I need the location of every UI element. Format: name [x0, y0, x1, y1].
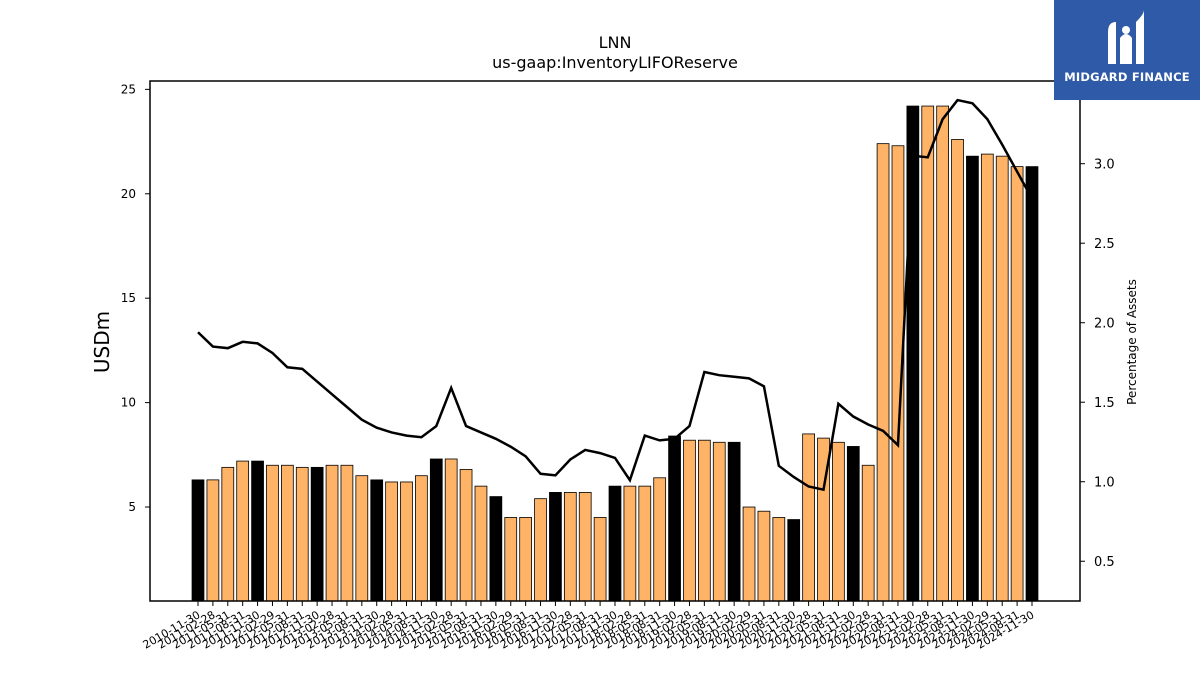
bar — [504, 517, 518, 602]
bar — [549, 492, 562, 602]
bar — [608, 485, 622, 602]
bar — [191, 479, 205, 602]
bar — [415, 475, 428, 602]
bar — [623, 485, 637, 602]
percentage-line — [197, 98, 1034, 492]
y2-tick-label: 2.0 — [1094, 317, 1115, 332]
y-axis-ticks: 5 10 15 20 25 — [121, 82, 150, 514]
bar — [683, 439, 696, 602]
bar — [280, 464, 294, 602]
bar — [966, 155, 979, 602]
bar — [400, 481, 413, 602]
brand-logo: MIDGARD FINANCE — [1054, 0, 1200, 100]
bar — [668, 435, 681, 602]
bar — [266, 464, 279, 602]
bar — [772, 517, 786, 602]
bar — [444, 458, 458, 602]
bar — [593, 517, 607, 602]
bar — [846, 446, 860, 602]
y-axis-label: USDm — [90, 311, 114, 373]
y2-axis-label: Percentage of Assets — [1125, 279, 1139, 405]
chart-subtitle: us-gaap:InventoryLIFOReserve — [492, 53, 738, 72]
y-tick-label: 5 — [128, 500, 136, 514]
bar — [712, 441, 726, 602]
bar — [876, 143, 890, 602]
y2-tick-label: 1.5 — [1094, 396, 1115, 411]
line-series — [197, 98, 1034, 492]
chart-title: LNN — [599, 33, 632, 52]
plot-frame — [149, 80, 1081, 602]
bar — [653, 477, 667, 602]
y2-tick-label: 3.0 — [1094, 158, 1115, 173]
logo-text: MIDGARD FINANCE — [1064, 70, 1190, 84]
bar — [236, 460, 250, 602]
bar — [474, 485, 488, 602]
bar — [340, 464, 354, 602]
y2-tick-label: 0.5 — [1094, 555, 1115, 570]
bar — [251, 460, 264, 602]
bar — [980, 153, 994, 602]
bar — [578, 492, 592, 602]
bar — [206, 479, 220, 602]
bar — [563, 492, 577, 602]
bar — [936, 105, 950, 602]
bar — [534, 498, 547, 602]
bar — [698, 439, 711, 602]
x-axis-ticks: 2010-11-302011-02-282011-05-312011-08-31… — [141, 601, 1037, 652]
y2-axis-ticks: 0.5 1.0 1.5 2.0 2.5 3.0 — [1080, 158, 1115, 570]
bar — [757, 510, 771, 602]
bar — [861, 464, 875, 602]
bar — [429, 458, 443, 602]
y2-tick-label: 1.0 — [1094, 476, 1115, 491]
bar — [489, 496, 503, 602]
y-tick-label: 15 — [121, 291, 136, 305]
bar — [921, 105, 935, 602]
bar — [325, 464, 339, 602]
bar — [995, 155, 1009, 602]
bar — [355, 475, 369, 602]
bar — [1025, 166, 1039, 602]
bar — [727, 441, 741, 602]
y2-tick-label: 2.5 — [1094, 237, 1115, 252]
y-tick-label: 20 — [121, 187, 136, 201]
bar — [1010, 166, 1024, 602]
bar — [385, 481, 398, 602]
bar-series — [191, 105, 1039, 602]
bar — [802, 433, 815, 602]
bar — [951, 139, 964, 602]
bar — [787, 519, 801, 602]
bar — [519, 517, 533, 602]
y-tick-label: 10 — [121, 396, 136, 410]
bar — [832, 441, 845, 602]
bar — [370, 479, 384, 602]
bar — [295, 466, 309, 602]
bar — [906, 105, 920, 602]
bar — [638, 485, 652, 602]
bar — [310, 466, 324, 602]
y-tick-label: 25 — [121, 82, 136, 96]
bar — [459, 469, 473, 602]
bar — [221, 466, 235, 602]
logo-mark-icon — [1108, 10, 1144, 64]
bar — [742, 506, 756, 602]
